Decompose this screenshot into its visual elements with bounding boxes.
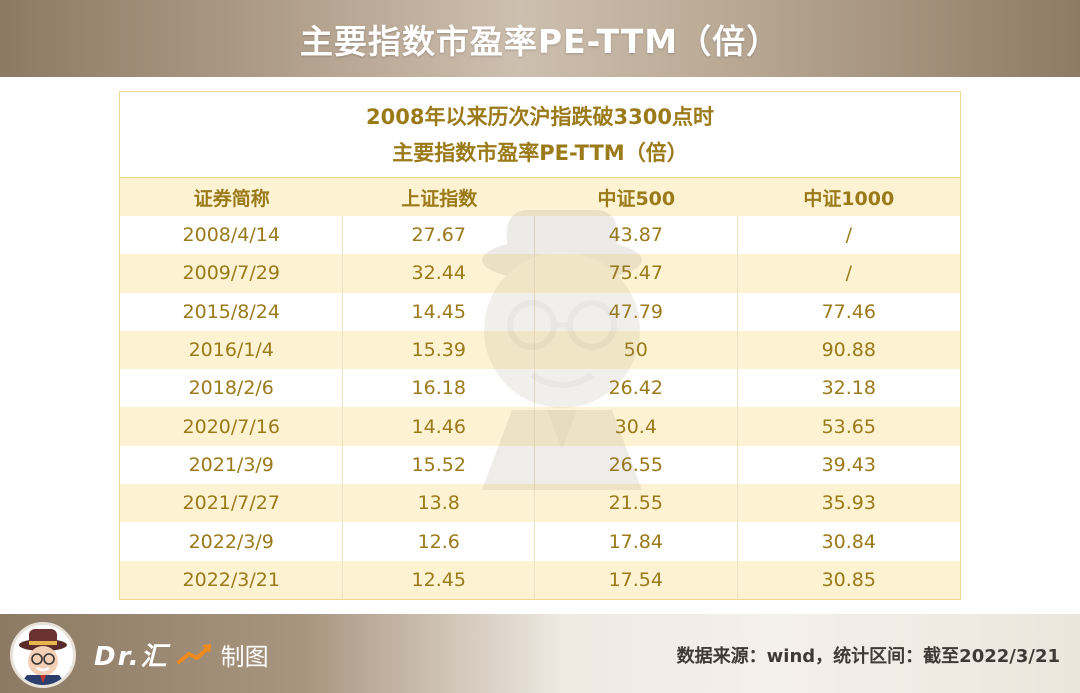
cell-sse: 12.6 (343, 522, 536, 561)
table-row: 2022/3/21 12.45 17.54 30.85 (120, 560, 960, 599)
cell-csi500: 47.79 (535, 292, 738, 331)
cell-csi500: 75.47 (535, 254, 738, 293)
table-header-row: 证券简称 上证指数 中证500 中证1000 (120, 178, 960, 216)
cell-date: 2022/3/9 (120, 522, 344, 561)
pe-table: 2008年以来历次沪指跌破3300点时 主要指数市盈率PE-TTM（倍） 证券简… (119, 91, 961, 600)
table-row: 2021/7/27 13.8 21.55 35.93 (120, 484, 960, 523)
cell-date: 2021/3/9 (120, 445, 344, 485)
cell-sse: 14.46 (343, 407, 536, 446)
table-row: 2015/8/24 14.45 47.79 77.46 (120, 292, 960, 331)
table-row: 2009/7/29 32.44 75.47 / (120, 254, 960, 293)
data-source-note: 数据来源：wind，统计区间：截至2022/3/21 (676, 646, 1060, 667)
cell-date: 2022/3/21 (120, 560, 344, 599)
column-header-csi500: 中证500 (597, 187, 676, 210)
cell-sse: 32.44 (343, 254, 536, 293)
table-row: 2018/2/6 16.18 26.42 32.18 (120, 369, 960, 408)
cell-sse: 15.39 (343, 330, 536, 370)
cell-sse: 16.18 (343, 369, 536, 408)
cell-sse: 12.45 (343, 560, 536, 599)
cell-csi1000: 77.46 (821, 300, 876, 323)
cell-date: 2008/4/14 (120, 216, 344, 255)
cell-csi1000: 30.85 (821, 568, 876, 591)
table-row: 2020/7/16 14.46 30.4 53.65 (120, 407, 960, 446)
cell-csi1000: 90.88 (821, 339, 876, 362)
cell-csi500: 43.87 (535, 216, 738, 255)
table-row: 2016/1/4 15.39 50 90.88 (120, 330, 960, 370)
cell-date: 2021/7/27 (120, 484, 344, 523)
cell-csi500: 17.84 (535, 522, 738, 561)
page-title: 主要指数市盈率PE-TTM（倍） (299, 21, 781, 61)
cell-csi1000: / (845, 262, 852, 285)
cell-csi1000: 30.84 (821, 530, 876, 553)
table-title-line-2: 主要指数市盈率PE-TTM（倍） (392, 140, 688, 165)
brand-suffix: 制图 (220, 642, 269, 671)
cell-date: 2016/1/4 (120, 330, 344, 370)
cell-csi1000: 32.18 (821, 377, 876, 400)
table-row: 2022/3/9 12.6 17.84 30.84 (120, 522, 960, 561)
cell-csi500: 26.42 (535, 369, 738, 408)
brand-name: Dr.汇 (94, 641, 169, 672)
trend-up-arrow-icon (176, 644, 211, 664)
cell-sse: 15.52 (343, 445, 536, 485)
column-header-sse: 上证指数 (401, 187, 478, 210)
table-row: 2021/3/9 15.52 26.55 39.43 (120, 445, 960, 485)
table-title: 2008年以来历次沪指跌破3300点时 主要指数市盈率PE-TTM（倍） (120, 92, 960, 178)
cell-sse: 13.8 (343, 484, 536, 523)
cell-date: 2020/7/16 (120, 407, 344, 446)
cell-date: 2018/2/6 (120, 369, 344, 408)
table-row: 2008/4/14 27.67 43.87 / (120, 216, 960, 255)
cell-csi1000: 39.43 (821, 453, 876, 476)
cell-csi500: 50 (535, 330, 738, 370)
column-header-csi1000: 中证1000 (803, 187, 895, 210)
cell-csi1000: 53.65 (821, 415, 876, 438)
cell-csi500: 17.54 (535, 560, 738, 599)
mascot-avatar-icon (10, 622, 76, 688)
cell-csi500: 26.55 (535, 445, 738, 485)
column-header-name: 证券简称 (193, 187, 270, 210)
cell-sse: 14.45 (343, 292, 536, 331)
cell-csi500: 30.4 (535, 407, 738, 446)
cell-date: 2009/7/29 (120, 254, 344, 293)
header-banner: 主要指数市盈率PE-TTM（倍） (0, 0, 1080, 77)
brand-logo: Dr.汇 制图 (94, 634, 269, 674)
cell-csi500: 21.55 (535, 484, 738, 523)
cell-sse: 27.67 (343, 216, 536, 255)
cell-date: 2015/8/24 (120, 292, 344, 331)
table-title-line-1: 2008年以来历次沪指跌破3300点时 (366, 104, 714, 129)
cell-csi1000: / (845, 224, 852, 247)
cell-csi1000: 35.93 (821, 492, 876, 515)
footer-bar: Dr.汇 制图 数据来源：wind，统计区间：截至2022/3/21 (0, 614, 1080, 693)
